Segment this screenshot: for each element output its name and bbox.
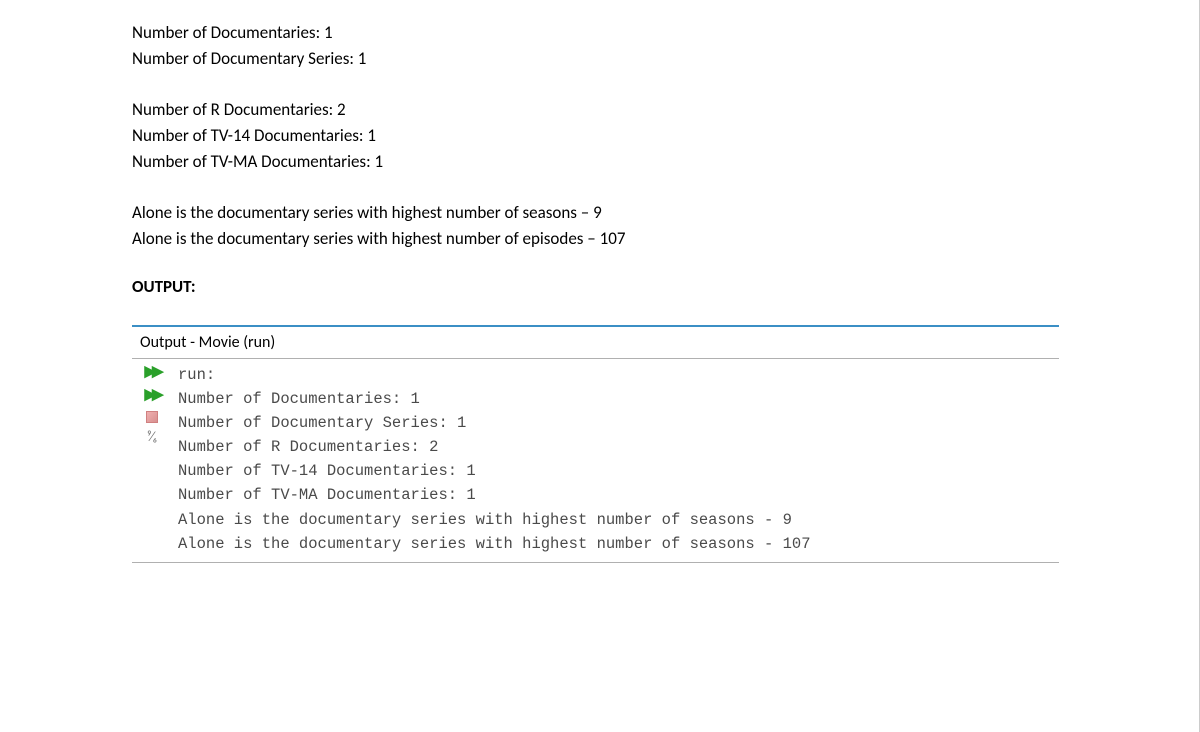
output-heading: OUTPUT: <box>132 276 1059 297</box>
console-line: Number of R Documentaries: 2 <box>178 438 438 456</box>
settings-icon[interactable]: ⁹⁄₆ <box>147 431 157 444</box>
rerun-alt-icon[interactable]: ▶▶ <box>144 388 159 403</box>
doc-line: Number of Documentaries: 1 <box>132 20 1059 46</box>
console-line: Number of TV-MA Documentaries: 1 <box>178 486 476 504</box>
doc-line: Number of R Documentaries: 2 <box>132 97 1059 123</box>
doc-line: Number of TV-MA Documentaries: 1 <box>132 149 1059 175</box>
document-content: Number of Documentaries: 1 Number of Doc… <box>0 20 1199 563</box>
stop-icon[interactable] <box>146 411 158 423</box>
console-line: run: <box>178 366 215 384</box>
doc-line: Number of Documentary Series: 1 <box>132 46 1059 72</box>
console-line: Number of TV-14 Documentaries: 1 <box>178 462 476 480</box>
doc-para-2: Number of R Documentaries: 2 Number of T… <box>132 97 1059 176</box>
console-line: Number of Documentaries: 1 <box>178 390 420 408</box>
doc-line: Number of TV-14 Documentaries: 1 <box>132 123 1059 149</box>
console-line: Alone is the documentary series with hig… <box>178 535 811 553</box>
toolbar-gutter: ▶▶ ▶▶ ⁹⁄₆ <box>132 359 172 561</box>
output-panel: Output - Movie (run) ▶▶ ▶▶ ⁹⁄₆ run: Numb… <box>132 325 1059 562</box>
panel-title: Output - Movie (run) <box>132 327 1059 359</box>
panel-body: ▶▶ ▶▶ ⁹⁄₆ run: Number of Documentaries: … <box>132 359 1059 561</box>
doc-line: Alone is the documentary series with hig… <box>132 226 1059 252</box>
page: Number of Documentaries: 1 Number of Doc… <box>0 0 1200 732</box>
doc-para-1: Number of Documentaries: 1 Number of Doc… <box>132 20 1059 73</box>
console-output[interactable]: run: Number of Documentaries: 1 Number o… <box>172 359 811 561</box>
rerun-icon[interactable]: ▶▶ <box>144 365 159 380</box>
console-line: Alone is the documentary series with hig… <box>178 511 792 529</box>
doc-line: Alone is the documentary series with hig… <box>132 200 1059 226</box>
doc-para-3: Alone is the documentary series with hig… <box>132 200 1059 253</box>
console-line: Number of Documentary Series: 1 <box>178 414 466 432</box>
